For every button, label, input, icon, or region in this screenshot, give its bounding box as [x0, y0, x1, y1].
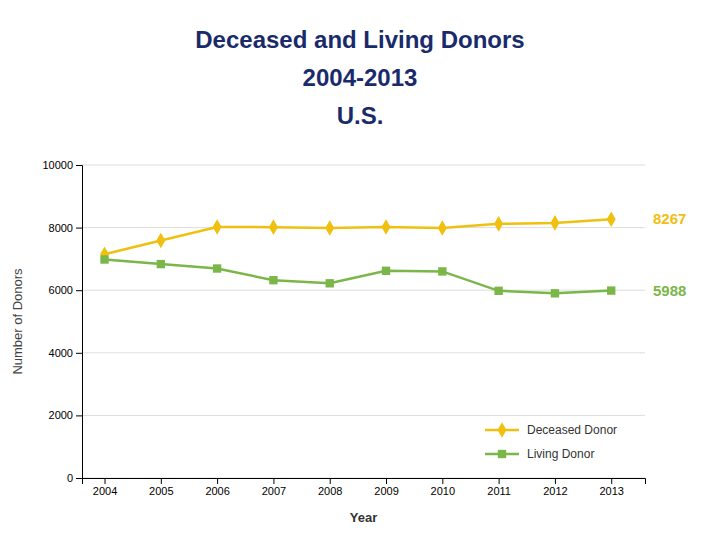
legend-label: Living Donor [527, 447, 594, 461]
legend-item: Deceased Donor [485, 422, 617, 438]
marker [438, 220, 447, 236]
tick: 0 [67, 472, 82, 484]
marker [325, 220, 334, 236]
tick: 2010 [431, 478, 455, 497]
tick-mark [161, 478, 162, 484]
grid-line [82, 290, 645, 291]
tick: 2013 [599, 478, 623, 497]
tick-label: 10000 [42, 159, 73, 171]
legend-swatch [498, 422, 507, 438]
tick: 2006 [205, 478, 229, 497]
tick-mark [105, 478, 106, 484]
tick-mark [555, 478, 556, 484]
tick-mark [442, 478, 443, 484]
tick-label: 8000 [49, 222, 73, 234]
line [105, 260, 612, 294]
marker [326, 279, 334, 287]
grid-line [82, 352, 645, 353]
tick-mark [330, 478, 331, 484]
tick-label: 2005 [149, 485, 173, 497]
title: 2004-2013 [303, 64, 418, 91]
tick-label: 2006 [205, 485, 229, 497]
tick-label: 6000 [49, 284, 73, 296]
marker [551, 289, 559, 297]
legend-label: Deceased Donor [527, 423, 617, 437]
x-axis: 2004 2005 2006 2007 2008 2009 2010 2011 2012 2013 [83, 478, 646, 497]
marker [438, 267, 446, 275]
tick: 2011 [487, 478, 511, 497]
tick-mark [217, 478, 218, 484]
marker [382, 219, 391, 235]
tick-label: 2013 [599, 485, 623, 497]
marker [494, 287, 502, 295]
tick: 2004 [93, 478, 117, 497]
tick-mark [499, 478, 500, 484]
grid-line [82, 415, 645, 416]
tick-mark [76, 165, 82, 166]
marker [550, 215, 559, 231]
title: U.S. [337, 102, 384, 129]
tick-label: 2007 [262, 485, 286, 497]
marks [100, 211, 616, 297]
tick-label: 2000 [49, 409, 73, 421]
marker [213, 219, 222, 235]
tick-label: 2009 [374, 485, 398, 497]
legend: Deceased Donor Living Donor [485, 422, 617, 461]
tick-mark [76, 415, 82, 416]
marker [156, 233, 165, 249]
plot: 2004 2005 2006 2007 2008 2009 2010 2011 2012 2013… [42, 159, 686, 497]
tick: 2012 [543, 478, 567, 497]
tick: 2005 [149, 478, 173, 497]
marker [213, 264, 221, 272]
y-axis-title: Number of Donors [10, 268, 25, 375]
title-group: Deceased and Living Donors 2004-2013 U.S. [195, 26, 524, 129]
tick: 6000 [49, 284, 82, 296]
tick-label: 2004 [93, 485, 117, 497]
tick-label: 2011 [487, 485, 511, 497]
tick-label: 2008 [318, 485, 342, 497]
marker [494, 216, 503, 232]
grid [82, 165, 645, 478]
tick-mark [273, 478, 274, 484]
marker [269, 219, 278, 235]
tick: 2007 [262, 478, 286, 497]
marker [607, 211, 616, 227]
tick: 2000 [49, 409, 82, 421]
tick-mark [386, 478, 387, 484]
title: Deceased and Living Donors [195, 26, 524, 53]
marker [157, 260, 165, 268]
tick-label: 4000 [49, 347, 73, 359]
legend-swatch [498, 450, 506, 458]
line [105, 219, 612, 254]
chart: Deceased and Living Donors 2004-2013 U.S. 2… [0, 0, 720, 540]
legend-item: Living Donor [485, 447, 594, 461]
marker [269, 276, 277, 284]
tick: 2009 [374, 478, 398, 497]
tick-label: 0 [67, 472, 73, 484]
tick: 4000 [49, 347, 82, 359]
tick-label: 2010 [431, 485, 455, 497]
annotation: 8267 [653, 210, 686, 227]
marker [607, 286, 615, 294]
axis-line [83, 479, 646, 485]
tick-label: 2012 [543, 485, 567, 497]
tick-mark [611, 478, 612, 484]
tick-mark [76, 353, 82, 354]
tick: 2008 [318, 478, 342, 497]
tick: 10000 [42, 159, 82, 171]
x-axis-title: Year [350, 510, 377, 525]
grid-line [82, 165, 645, 166]
y-axis: 0 2000 4000 6000 8000 10000 [42, 159, 82, 484]
tick: 8000 [49, 222, 82, 234]
tick-mark [76, 228, 82, 229]
marker [382, 267, 390, 275]
annotation: 5988 [653, 282, 686, 299]
axis-line [76, 166, 83, 479]
annotations: 8267 5988 [653, 210, 686, 298]
tick-mark [76, 478, 82, 479]
marker [100, 255, 108, 263]
tick-mark [76, 290, 82, 291]
